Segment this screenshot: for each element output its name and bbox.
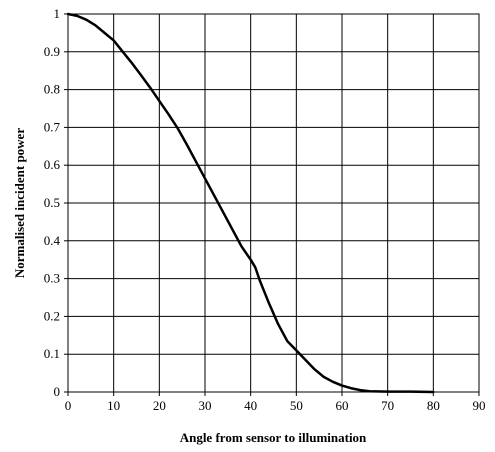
y-axis-title: Normalised incident power bbox=[12, 128, 27, 278]
x-tick-label: 70 bbox=[381, 398, 394, 413]
x-tick-label: 80 bbox=[427, 398, 440, 413]
x-axis-ticks: 0 10 20 30 40 50 60 70 80 90 bbox=[65, 392, 486, 413]
x-tick-label: 50 bbox=[290, 398, 303, 413]
y-tick-label: 0.8 bbox=[44, 82, 60, 97]
x-tick-label: 10 bbox=[107, 398, 120, 413]
y-axis-ticks: 0 0.1 0.2 0.3 0.4 0.5 0.6 0.7 0.8 0.9 1 bbox=[44, 6, 68, 399]
x-tick-label: 30 bbox=[199, 398, 212, 413]
y-tick-label: 0.1 bbox=[44, 346, 60, 361]
x-tick-label: 60 bbox=[336, 398, 349, 413]
x-tick-label: 90 bbox=[473, 398, 486, 413]
y-tick-label: 0.7 bbox=[44, 119, 61, 134]
x-axis-title: Angle from sensor to illumination bbox=[180, 430, 367, 445]
y-tick-label: 1 bbox=[54, 6, 61, 21]
series-layer bbox=[66, 12, 435, 394]
y-tick-label: 0.3 bbox=[44, 271, 60, 286]
x-tick-label: 20 bbox=[153, 398, 166, 413]
y-tick-label: 0.4 bbox=[44, 233, 61, 248]
y-tick-label: 0.6 bbox=[44, 157, 61, 172]
y-tick-label: 0 bbox=[54, 384, 61, 399]
y-tick-label: 0.2 bbox=[44, 308, 60, 323]
y-tick-label: 0.9 bbox=[44, 44, 60, 59]
series-line-0 bbox=[66, 12, 435, 394]
y-tick-label: 0.5 bbox=[44, 195, 60, 210]
grid bbox=[67, 13, 480, 393]
x-tick-label: 0 bbox=[65, 398, 72, 413]
x-tick-label: 40 bbox=[244, 398, 257, 413]
